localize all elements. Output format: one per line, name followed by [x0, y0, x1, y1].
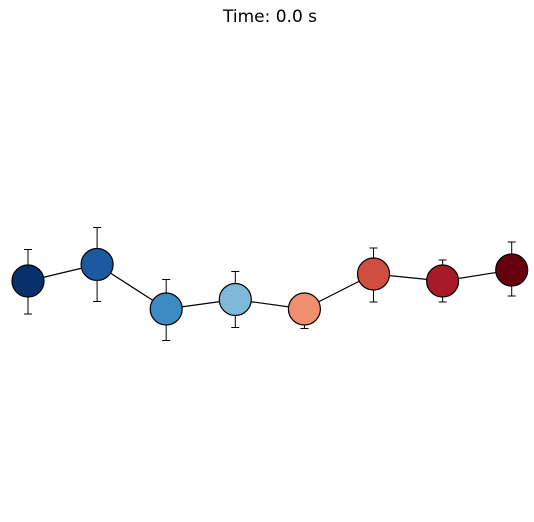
- data-point: [149, 292, 183, 326]
- data-point: [426, 264, 460, 298]
- chart-title: Time: 0.0 s: [222, 7, 318, 27]
- marker-layer: [11, 247, 529, 326]
- data-point: [11, 264, 45, 298]
- data-point: [495, 253, 529, 287]
- data-point: [218, 282, 252, 317]
- data-point: [356, 257, 391, 291]
- data-point: [80, 247, 114, 282]
- data-point: [287, 292, 321, 326]
